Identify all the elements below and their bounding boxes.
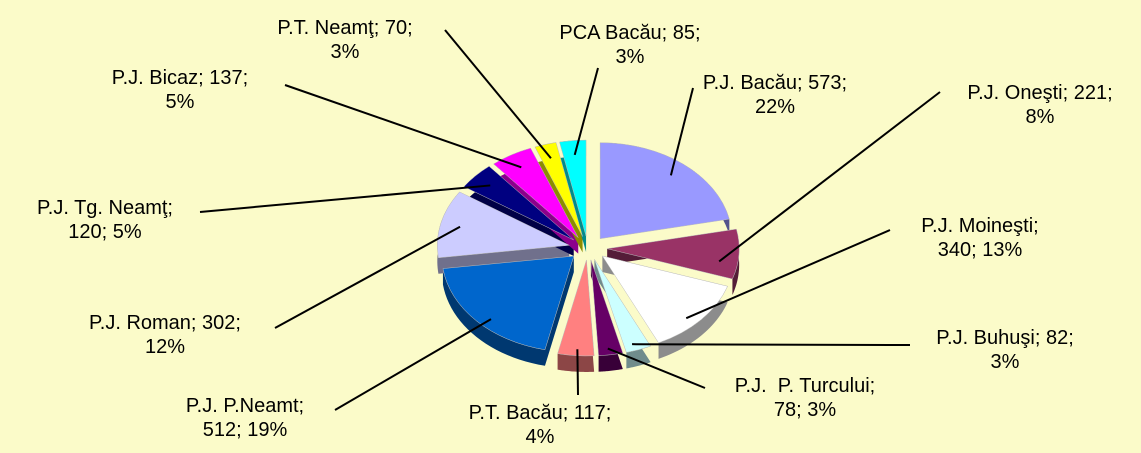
slice (594, 259, 651, 353)
leader-line (274, 225, 461, 329)
leader-line (718, 91, 941, 263)
slice (557, 259, 595, 357)
slice (437, 191, 571, 259)
data-label: P.T. Neamţ; 70; 3% (277, 17, 413, 63)
data-label: PCA Bacău; 85; 3% (559, 22, 701, 68)
leader-line (632, 343, 911, 346)
slice (599, 142, 730, 239)
leader-line (573, 67, 599, 156)
data-label: P.J. Oneşti; 221; 8% (967, 82, 1113, 128)
data-label: P.J. P. Turcului; 78; 3% (734, 375, 876, 421)
leader-line (685, 229, 891, 320)
slice (493, 147, 579, 238)
leader-line (444, 29, 552, 159)
leader-line (199, 184, 491, 213)
data-label: P.J. Buhuşi; 82; 3% (936, 327, 1074, 373)
slice-side (437, 191, 570, 274)
leader-line (669, 87, 694, 176)
slice (559, 139, 587, 237)
slice (607, 228, 740, 280)
slice (463, 165, 574, 241)
data-label: P.T. Bacău; 117; 4% (468, 402, 612, 448)
slice-side (463, 166, 574, 256)
data-label: P.J. Bicaz; 137; 5% (111, 67, 249, 113)
leader-line (607, 347, 706, 389)
leader-line (334, 318, 492, 411)
slice (442, 255, 575, 351)
data-label: P.J. Moineşti; 340; 13% (921, 215, 1039, 261)
leader-line (284, 84, 522, 169)
slice-side (559, 140, 587, 253)
slice-side (442, 256, 574, 366)
leader-line (576, 349, 579, 396)
data-label: P.J. P.Neamt; 512; 19% (185, 395, 305, 441)
slice (601, 255, 728, 344)
data-label: P.J. Bacău; 573; 22% (702, 72, 848, 118)
slice (590, 259, 624, 356)
data-label: P.J. Tg. Neamţ; 120; 5% (37, 197, 173, 243)
data-label: P.J. Roman; 302; 12% (89, 312, 241, 358)
slice (534, 142, 583, 237)
slice-side (557, 259, 595, 372)
